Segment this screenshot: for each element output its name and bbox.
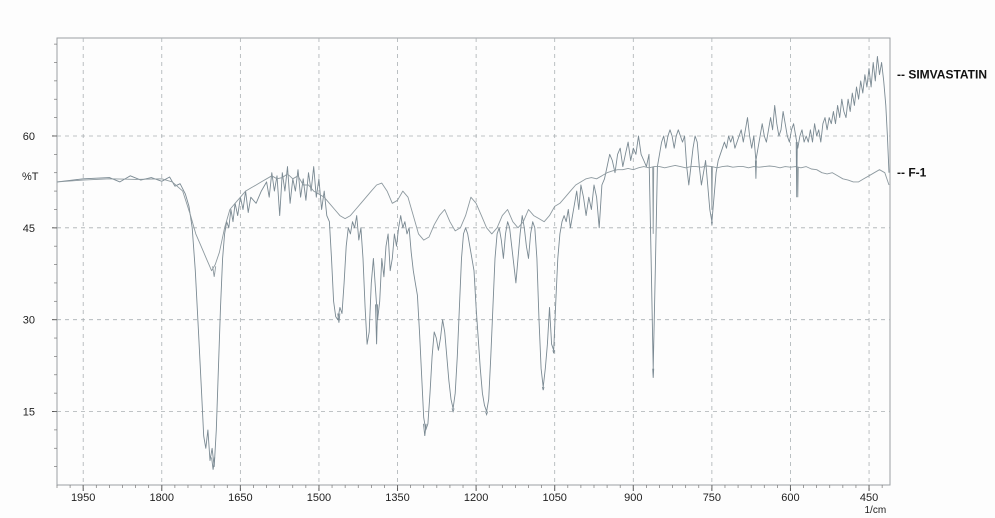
x-tick-label: 450 [860, 492, 878, 504]
absorption-dip [212, 266, 217, 277]
x-tick-label: 1950 [71, 492, 95, 504]
absorption-dip [652, 368, 655, 378]
legend-entry-0: -- SIMVASTATIN [897, 68, 987, 82]
absorption-dip [423, 423, 427, 437]
legend-entry-1: -- F-1 [897, 166, 927, 180]
x-tick-label: 1500 [307, 492, 331, 504]
absorption-dip [754, 160, 757, 179]
y-tick-label: 30 [23, 315, 35, 327]
x-tick-label: 1650 [228, 492, 252, 504]
absorption-dip [485, 411, 489, 417]
absorption-dip [375, 304, 379, 345]
absorption-dip [795, 142, 798, 198]
x-tick-label: 1800 [150, 492, 174, 504]
absorption-dip [541, 386, 545, 391]
absorption-dip [337, 313, 341, 323]
x-tick-label: 600 [781, 492, 799, 504]
plot-area [56, 37, 891, 486]
x-tick-label: 900 [624, 492, 642, 504]
x-tick-label: 1350 [385, 492, 409, 504]
y-tick-label: 45 [23, 223, 35, 235]
y-tick-label: 15 [23, 407, 35, 419]
series-layer [56, 55, 890, 470]
grid [57, 38, 890, 485]
absorption-dip [710, 221, 713, 225]
legend: -- SIMVASTATIN -- F-1 [897, 68, 987, 180]
x-tick-label: 1200 [464, 492, 488, 504]
series-line-1 [56, 164, 890, 272]
y-axis-label: %T [22, 171, 39, 183]
axes: 1950 1800 1650 1500 1350 1200 1050 900 750 600 450… [22, 43, 886, 516]
absorption-dip [710, 166, 713, 210]
x-tick-label: 1050 [542, 492, 566, 504]
x-unit-label: 1/cm [864, 505, 886, 516]
absorption-dip [451, 408, 455, 413]
x-tick-label: 750 [703, 492, 721, 504]
absorption-dip [552, 350, 555, 354]
absorption-dip [652, 166, 655, 234]
series-line-0 [56, 55, 890, 468]
absorption-dip [796, 167, 799, 198]
absorption-dip [211, 457, 216, 470]
y-tick-label: 60 [23, 131, 35, 143]
